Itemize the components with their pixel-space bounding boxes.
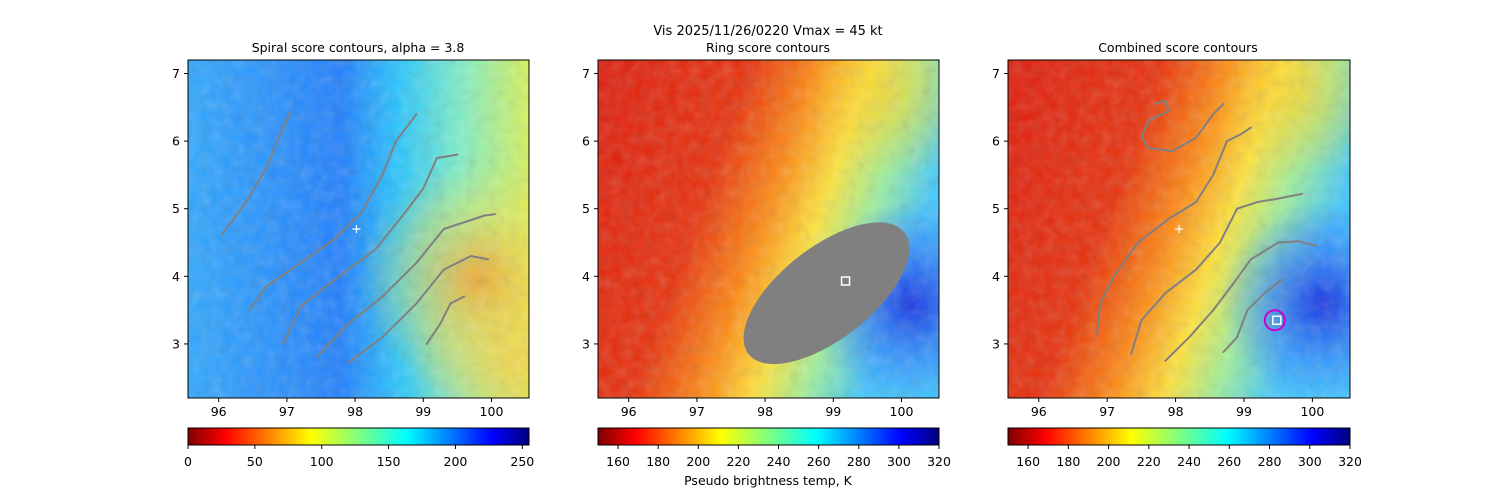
x-tick-label: 96 <box>211 404 227 419</box>
y-tick-label: 6 <box>992 134 1000 149</box>
colorbar-tick-label: 260 <box>1217 454 1241 469</box>
x-tick-label: 97 <box>1099 404 1115 419</box>
combined-heatmap-image <box>1008 60 1350 398</box>
colorbar-tick-label: 220 <box>1137 454 1161 469</box>
contour-line <box>1130 192 1304 356</box>
spiral-colorbar: 0 50 100 150 200 250 <box>184 427 534 469</box>
y-tick-label: 7 <box>172 66 180 81</box>
square-marker <box>840 276 851 286</box>
combined-panel-title: Combined score contours <box>1098 40 1258 55</box>
y-tick-label: 4 <box>992 269 1000 284</box>
contour-line <box>1164 240 1317 362</box>
x-tick-label: 99 <box>415 404 431 419</box>
colorbar-tick-label: 50 <box>247 454 263 469</box>
x-tick-label: 96 <box>1031 404 1047 419</box>
x-tick-label: 98 <box>1168 404 1184 419</box>
colorbar-tick-label: 240 <box>1177 454 1201 469</box>
y-tick-label: 5 <box>992 201 1000 216</box>
contour-line <box>1140 99 1225 153</box>
x-tick-label: 100 <box>1300 404 1324 419</box>
x-tick-label: 97 <box>689 404 705 419</box>
contour-line <box>1095 126 1252 335</box>
colorbar-tick-label: 320 <box>1338 454 1362 469</box>
colorbar-label: Pseudo brightness temp, K <box>684 473 853 488</box>
colorbar-tick-label: 100 <box>310 454 334 469</box>
spiral-score-panel: Spiral score contours, alpha = 3.8 96 97 9… <box>172 40 534 469</box>
contour-line <box>347 255 490 364</box>
y-tick-label: 3 <box>992 336 1000 351</box>
colorbar-tick-label: 300 <box>887 454 911 469</box>
y-tick-label: 6 <box>172 134 180 149</box>
colorbar-tick-label: 180 <box>646 454 670 469</box>
contour-line <box>282 153 459 345</box>
x-tick-label: 96 <box>621 404 637 419</box>
y-tick-label: 7 <box>582 66 590 81</box>
y-tick-label: 5 <box>582 201 590 216</box>
x-tick-label: 98 <box>347 404 363 419</box>
colorbar-tick-label: 200 <box>686 454 710 469</box>
colorbar-tick-label: 150 <box>377 454 401 469</box>
colorbar-tick-label: 180 <box>1056 454 1080 469</box>
colorbar-tick-label: 250 <box>510 454 534 469</box>
ring-colorbar: 160 180 200 220 240 260 280 300 320 Pseudo brigh… <box>597 427 951 488</box>
colorbar-tick-label: 200 <box>1097 454 1121 469</box>
colorbar-tick-label: 300 <box>1298 454 1322 469</box>
center-plus-marker <box>352 225 361 233</box>
y-tick-label: 3 <box>172 336 180 351</box>
contour-line <box>248 113 418 312</box>
contour-line <box>1222 278 1283 353</box>
colorbar-tick-label: 280 <box>847 454 871 469</box>
colorbar-tick-label: 200 <box>444 454 468 469</box>
figure-suptitle: Vis 2025/11/26/0220 Vmax = 45 kt <box>653 24 882 39</box>
spiral-panel-title: Spiral score contours, alpha = 3.8 <box>252 40 465 55</box>
y-tick-label: 7 <box>992 66 1000 81</box>
colorbar-tick-label: 260 <box>807 454 831 469</box>
ring-circle-marker <box>1263 309 1286 332</box>
contour-line <box>221 111 292 236</box>
ring-score-panel: Ring score contours 96 97 98 99 100 3 4 5 6 7 160… <box>582 40 951 488</box>
center-plus-marker <box>1175 225 1183 233</box>
colorbar-tick-label: 160 <box>1016 454 1040 469</box>
x-tick-label: 100 <box>890 404 914 419</box>
y-tick-label: 5 <box>172 201 180 216</box>
colorbar-tick-label: 320 <box>927 454 951 469</box>
combined-colorbar: 160 180 200 220 240 260 280 300 320 <box>1007 427 1362 469</box>
x-tick-label: 100 <box>480 404 504 419</box>
contour-line <box>316 213 496 358</box>
square-marker <box>1272 315 1282 326</box>
combined-score-panel: Combined score contours 96 97 98 99 100 3 4 5 6 7… <box>992 40 1362 469</box>
colorbar-tick-label: 220 <box>726 454 750 469</box>
contour-line <box>425 295 466 345</box>
colorbar-tick-label: 280 <box>1258 454 1282 469</box>
ring-panel-title: Ring score contours <box>706 40 830 55</box>
x-tick-label: 98 <box>757 404 773 419</box>
y-tick-label: 4 <box>172 269 180 284</box>
x-tick-label: 99 <box>825 404 841 419</box>
colorbar-tick-label: 160 <box>606 454 630 469</box>
colorbar-tick-label: 0 <box>184 454 192 469</box>
ring-score-region <box>743 222 910 365</box>
x-tick-label: 97 <box>279 404 295 419</box>
y-tick-label: 6 <box>582 134 590 149</box>
x-tick-label: 99 <box>1236 404 1252 419</box>
y-tick-label: 4 <box>582 269 590 284</box>
colorbar-tick-label: 240 <box>767 454 791 469</box>
y-tick-label: 3 <box>582 336 590 351</box>
